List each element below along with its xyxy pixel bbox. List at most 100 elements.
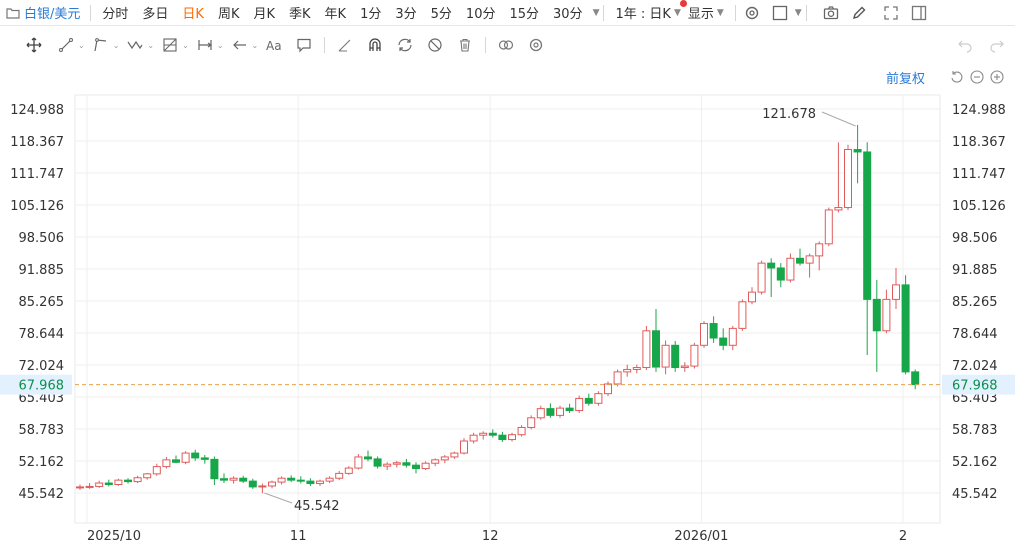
candle-body bbox=[85, 485, 94, 488]
price-adjust-toggle[interactable]: 前复权 bbox=[886, 72, 926, 87]
candle-body bbox=[114, 479, 123, 486]
candle-body bbox=[354, 456, 363, 469]
hide-drawings-icon[interactable] bbox=[423, 33, 447, 57]
wave-tool-icon[interactable] bbox=[123, 33, 147, 57]
timeframe-5[interactable]: 季K bbox=[289, 7, 311, 22]
trash-icon[interactable] bbox=[453, 33, 477, 57]
candle-body bbox=[565, 407, 574, 412]
range-selector[interactable]: 1年 : 日K ▼ bbox=[608, 0, 688, 26]
max-annotation-label: 121.678 bbox=[762, 107, 816, 122]
timeframe-2[interactable]: 日K bbox=[182, 7, 204, 22]
candle-body bbox=[133, 477, 142, 483]
candle-body bbox=[220, 478, 228, 481]
reset-icon[interactable] bbox=[949, 69, 965, 85]
chevron-down-icon[interactable]: ⌄ bbox=[182, 40, 189, 50]
timeframe-11[interactable]: 15分 bbox=[509, 7, 540, 22]
timeframe-8[interactable]: 3分 bbox=[395, 7, 417, 22]
sync-icon[interactable] bbox=[393, 33, 417, 57]
fibonacci-tool-icon[interactable] bbox=[158, 33, 182, 57]
undo-icon[interactable] bbox=[953, 33, 977, 57]
y-tick-label-left: 118.367 bbox=[10, 135, 64, 150]
candle-body bbox=[834, 207, 843, 211]
draw-settings-icon[interactable] bbox=[524, 33, 548, 57]
candle-body bbox=[786, 257, 795, 281]
chevron-down-icon[interactable]: ⌄ bbox=[251, 40, 259, 50]
candle-body bbox=[383, 463, 392, 467]
y-tick-label-right: 105.126 bbox=[952, 199, 1006, 214]
y-tick-label-left: 78.644 bbox=[19, 327, 65, 342]
timeframe-7[interactable]: 1分 bbox=[360, 7, 382, 22]
folder-icon bbox=[6, 7, 20, 19]
zoom-in-icon[interactable] bbox=[989, 69, 1005, 85]
candle-body bbox=[805, 255, 814, 264]
candle-body bbox=[402, 462, 411, 466]
candle-body bbox=[498, 434, 507, 441]
candle-body bbox=[661, 344, 670, 368]
timeframe-6[interactable]: 年K bbox=[324, 7, 347, 22]
timeframe-3[interactable]: 周K bbox=[217, 7, 240, 22]
fullscreen-icon[interactable] bbox=[879, 1, 903, 25]
timeframe-1[interactable]: 多日 bbox=[142, 7, 169, 22]
chevron-down-icon[interactable]: ⌄ bbox=[78, 40, 85, 50]
y-tick-label-right: 98.506 bbox=[952, 231, 998, 246]
y-tick-label-right: 72.024 bbox=[952, 359, 998, 374]
zoom-controls bbox=[949, 69, 1009, 85]
candle-body bbox=[584, 397, 593, 404]
notification-dot bbox=[680, 0, 688, 7]
settings-gear-icon[interactable] bbox=[740, 1, 764, 25]
candle-body bbox=[517, 426, 526, 436]
text-tool-icon[interactable]: Aa bbox=[262, 33, 286, 57]
candle-body bbox=[412, 464, 420, 470]
y-tick-label-left: 65.403 bbox=[19, 391, 65, 406]
display-menu[interactable]: 显示 ▼ bbox=[688, 0, 731, 26]
y-tick-label-left: 85.265 bbox=[19, 295, 65, 310]
chevron-down-icon[interactable]: ⌄ bbox=[216, 40, 224, 50]
pencil-icon[interactable] bbox=[847, 1, 871, 25]
divider bbox=[324, 37, 326, 53]
y-tick-label-right: 118.367 bbox=[952, 135, 1006, 150]
timeframe-12[interactable]: 30分 bbox=[553, 7, 583, 22]
compare-link-icon[interactable] bbox=[494, 33, 518, 57]
polyline-tool-icon[interactable] bbox=[89, 33, 113, 57]
candle-body bbox=[872, 298, 881, 332]
chevron-down-icon[interactable]: ▼ bbox=[592, 7, 600, 18]
timeframe-9[interactable]: 5分 bbox=[430, 7, 452, 22]
line-tool-icon[interactable] bbox=[54, 33, 78, 57]
chevron-down-icon[interactable]: ▼ bbox=[794, 7, 802, 18]
comment-icon[interactable] bbox=[292, 33, 316, 57]
display-menu-label: 显示 bbox=[687, 7, 714, 22]
candle-body bbox=[316, 480, 324, 485]
divider bbox=[90, 4, 92, 21]
timeframe-10[interactable]: 10分 bbox=[465, 7, 496, 22]
zoom-out-icon[interactable] bbox=[969, 69, 985, 85]
layout-box-icon[interactable] bbox=[768, 1, 792, 25]
candle-body bbox=[623, 368, 632, 373]
measure-tool-icon[interactable] bbox=[193, 33, 217, 57]
divider bbox=[805, 4, 807, 21]
y-tick-label-right: 85.265 bbox=[952, 295, 998, 310]
min-annotation-label: 45.542 bbox=[294, 499, 340, 514]
y-tick-label-left: 72.024 bbox=[19, 359, 65, 374]
camera-icon[interactable] bbox=[819, 1, 843, 25]
candle-body bbox=[460, 440, 468, 454]
x-tick-label: 11 bbox=[290, 529, 307, 544]
candle-body bbox=[210, 458, 219, 480]
move-crosshair-icon[interactable] bbox=[22, 33, 46, 57]
timeframe-0[interactable]: 分时 bbox=[102, 7, 129, 22]
sidebar-toggle-icon[interactable] bbox=[907, 1, 931, 25]
x-tick-label: 2026/01 bbox=[674, 529, 728, 544]
timeframe-4[interactable]: 月K bbox=[253, 7, 276, 22]
chevron-down-icon[interactable]: ⌄ bbox=[112, 40, 120, 50]
candle-body bbox=[364, 456, 372, 460]
redo-icon[interactable] bbox=[985, 33, 1009, 57]
ruler-angle-icon[interactable] bbox=[333, 33, 357, 57]
chevron-down-icon[interactable]: ⌄ bbox=[147, 40, 155, 50]
magnet-icon[interactable] bbox=[363, 33, 387, 57]
arrow-left-icon[interactable] bbox=[228, 33, 252, 57]
y-tick-label-left: 52.162 bbox=[19, 455, 65, 470]
candle-body bbox=[172, 459, 180, 463]
candle-body bbox=[162, 459, 171, 468]
divider bbox=[485, 37, 487, 53]
symbol-selector[interactable]: 白银/美元 bbox=[0, 0, 86, 26]
